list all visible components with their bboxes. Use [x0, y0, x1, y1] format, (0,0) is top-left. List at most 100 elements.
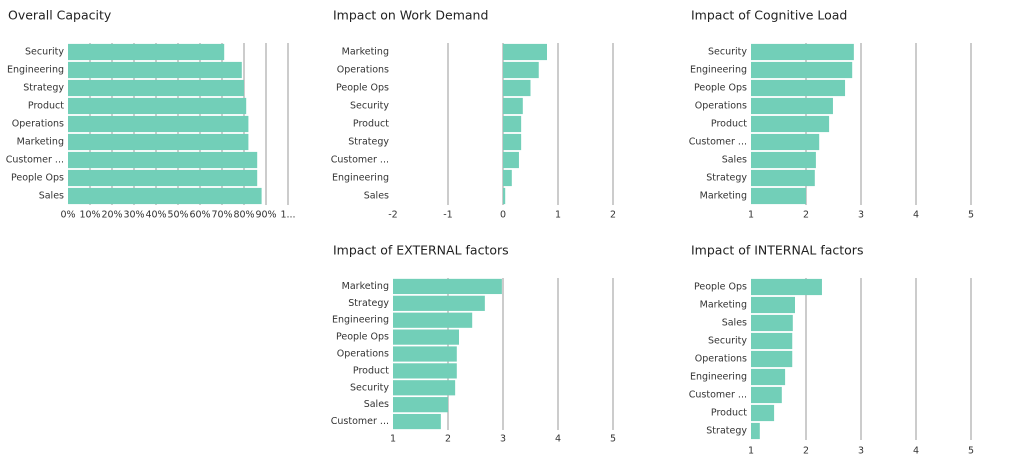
- category-label: Product: [353, 119, 389, 130]
- category-label: Marketing: [700, 191, 747, 202]
- bar: [751, 97, 833, 115]
- category-label: Product: [353, 365, 389, 376]
- bar: [751, 133, 820, 151]
- category-label: Strategy: [706, 173, 747, 184]
- category-label: Security: [350, 101, 389, 112]
- category-label: Security: [708, 336, 747, 347]
- bar: [68, 169, 258, 187]
- bar: [68, 61, 242, 79]
- x-tick-label: 70%: [211, 210, 232, 221]
- category-label: Customer ...: [6, 155, 64, 166]
- x-tick-label: 10%: [79, 210, 100, 221]
- bar: [751, 151, 816, 169]
- bar: [393, 413, 441, 430]
- bar: [751, 296, 795, 314]
- x-tick-label: 1: [748, 446, 754, 457]
- x-tick-label: 1: [555, 210, 561, 221]
- bar: [503, 97, 523, 115]
- bar: [68, 97, 247, 115]
- category-label: Marketing: [342, 281, 389, 292]
- x-tick-label: 3: [858, 210, 864, 221]
- x-tick-label: 1...: [280, 210, 295, 221]
- x-tick-label: 3: [500, 434, 506, 445]
- category-label: Operations: [337, 349, 389, 360]
- bar: [503, 115, 522, 133]
- x-tick-label: 4: [913, 446, 919, 457]
- category-label: Security: [708, 47, 747, 58]
- x-tick-label: -2: [388, 210, 397, 221]
- x-tick-label: 2: [610, 210, 616, 221]
- x-tick-label: 2: [803, 210, 809, 221]
- category-label: People Ops: [336, 83, 389, 94]
- category-label: Operations: [12, 119, 64, 130]
- chart-title: Impact of EXTERNAL factors: [333, 243, 509, 258]
- bar: [68, 133, 249, 151]
- x-tick-label: 4: [913, 210, 919, 221]
- x-tick-label: 20%: [101, 210, 122, 221]
- x-tick-label: 5: [968, 446, 974, 457]
- category-label: Product: [28, 101, 64, 112]
- bar: [751, 368, 786, 386]
- bar: [751, 404, 775, 422]
- category-label: Sales: [364, 191, 389, 202]
- category-label: Product: [711, 408, 747, 419]
- bar: [393, 329, 459, 345]
- bar: [503, 187, 506, 205]
- bar: [751, 332, 793, 350]
- category-label: Engineering: [690, 65, 747, 76]
- bar: [393, 295, 485, 311]
- bar: [393, 278, 502, 295]
- category-label: Sales: [722, 155, 747, 166]
- bar: [751, 386, 782, 404]
- category-label: Strategy: [348, 298, 389, 309]
- bar: [393, 380, 456, 396]
- category-label: People Ops: [11, 173, 64, 184]
- bar: [503, 79, 531, 97]
- category-label: Marketing: [17, 137, 64, 148]
- x-tick-label: 90%: [255, 210, 276, 221]
- category-label: Engineering: [7, 65, 64, 76]
- category-label: People Ops: [336, 332, 389, 343]
- bar: [503, 151, 519, 169]
- category-label: Product: [711, 119, 747, 130]
- bar: [68, 79, 244, 97]
- category-label: Engineering: [690, 372, 747, 383]
- bar: [503, 169, 512, 187]
- bar: [751, 187, 806, 205]
- category-label: Operations: [695, 354, 747, 365]
- category-label: Sales: [39, 191, 64, 202]
- x-tick-label: 5: [968, 210, 974, 221]
- category-label: Marketing: [700, 300, 747, 311]
- bar: [503, 61, 539, 79]
- x-tick-label: 3: [858, 446, 864, 457]
- chart-title: Impact on Work Demand: [333, 8, 488, 23]
- x-tick-label: 0%: [60, 210, 75, 221]
- category-label: Strategy: [23, 83, 64, 94]
- bar: [393, 312, 473, 328]
- bar: [68, 43, 225, 61]
- bar: [503, 43, 547, 61]
- category-label: Marketing: [342, 47, 389, 58]
- bar: [393, 363, 457, 379]
- x-tick-label: 0: [500, 210, 506, 221]
- bar: [751, 422, 760, 440]
- chart-title: Overall Capacity: [8, 8, 112, 23]
- bar: [393, 346, 457, 362]
- category-label: Operations: [337, 65, 389, 76]
- chart-title: Impact of Cognitive Load: [691, 8, 847, 23]
- x-tick-label: 30%: [123, 210, 144, 221]
- category-label: Operations: [695, 101, 747, 112]
- x-tick-label: 5: [610, 434, 616, 445]
- chart-title: Impact of INTERNAL factors: [691, 243, 863, 258]
- bar: [751, 43, 854, 61]
- category-label: People Ops: [694, 83, 747, 94]
- category-label: Strategy: [348, 137, 389, 148]
- category-label: Customer ...: [331, 155, 389, 166]
- x-tick-label: 60%: [189, 210, 210, 221]
- x-tick-label: 2: [445, 434, 451, 445]
- category-label: Engineering: [332, 173, 389, 184]
- bar: [393, 397, 448, 413]
- bar: [68, 151, 258, 169]
- bar: [751, 115, 830, 133]
